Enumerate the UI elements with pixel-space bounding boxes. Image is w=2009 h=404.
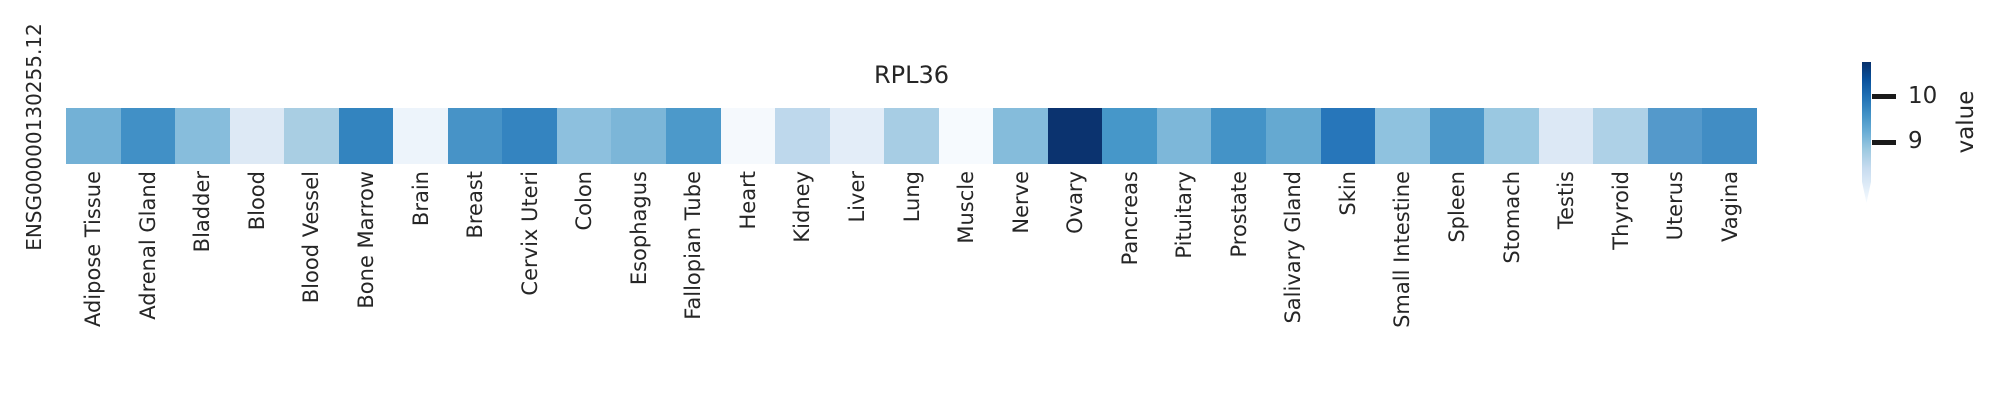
heatmap-cell-thyroid <box>1593 108 1648 164</box>
x-tick-label-text: Kidney <box>790 171 815 243</box>
x-tick-label-text: Muscle <box>954 171 979 244</box>
x-tick-label-text: Breast <box>463 171 488 239</box>
x-tick-label-text: Ovary <box>1063 171 1088 234</box>
heatmap-cell-bone-marrow <box>338 108 394 164</box>
row-label-text: ENSG00000130255.12 <box>22 23 46 251</box>
heatmap-cell-bladder <box>175 108 230 164</box>
x-tick-label-text: Bladder <box>190 171 215 253</box>
heatmap-cell-small-intestine <box>1375 108 1430 164</box>
colorbar-tick-mark-10 <box>1872 94 1896 99</box>
x-tick-label-text: Small Intestine <box>1390 171 1415 328</box>
heatmap-cell-fallopian-tube <box>666 108 721 164</box>
heatmap-cell-blood <box>229 108 285 164</box>
x-tick-label-text: Pituitary <box>1172 171 1197 259</box>
colorbar-axis-label-text: value <box>1953 90 1979 154</box>
x-tick-label-nerve: Nerve <box>1009 171 1072 234</box>
x-tick-label-text: Testis <box>1554 171 1579 230</box>
x-tick-label-text: Brain <box>408 171 433 227</box>
heatmap-cell-adrenal-gland <box>120 108 176 164</box>
x-tick-label-text: Pancreas <box>1117 171 1142 266</box>
x-tick-label-text: Thyroid <box>1608 171 1633 250</box>
heatmap-cell-brain <box>393 108 448 164</box>
x-tick-label-text: Lung <box>899 171 924 223</box>
x-tick-label-text: Adipose Tissue <box>81 171 106 328</box>
x-tick-label-text: Nerve <box>1008 171 1033 234</box>
x-tick-label-lung: Lung <box>900 171 951 222</box>
x-tick-label-text: Salivary Gland <box>1281 171 1306 324</box>
x-tick-label-text: Uterus <box>1663 171 1688 241</box>
heatmap-cell-prostate <box>1211 108 1267 164</box>
x-tick-label-text: Colon <box>572 171 597 231</box>
heatmap-cell-heart <box>720 108 776 164</box>
heatmap-cell-kidney <box>775 108 830 164</box>
x-tick-label-text: Cervix Uteri <box>517 171 542 296</box>
heatmap-cell-nerve <box>993 108 1048 164</box>
heatmap-cell-blood-vessel <box>284 108 339 164</box>
x-tick-label-text: Liver <box>844 171 869 223</box>
heatmap-cell-liver <box>829 108 885 164</box>
x-tick-label-colon: Colon <box>572 171 632 231</box>
heatmap-cell-cervix-uteri <box>502 108 557 164</box>
heatmap-cell-stomach <box>1484 108 1539 164</box>
x-tick-label-text: Stomach <box>1499 171 1524 264</box>
heatmap-cell-spleen <box>1429 108 1485 164</box>
heatmap-cell-esophagus <box>611 108 667 164</box>
x-tick-label-liver: Liver <box>845 171 897 223</box>
x-tick-label-blood: Blood <box>245 171 304 230</box>
heatmap-cell-vagina <box>1702 108 1757 164</box>
heatmap-cell-adipose-tissue <box>66 108 121 164</box>
x-tick-label-testis: Testis <box>1554 171 1612 229</box>
heatmap-cell-pancreas <box>1102 108 1157 164</box>
colorbar-tick-label-10: 10 <box>1908 83 1938 109</box>
x-tick-label-text: Spleen <box>1444 171 1469 243</box>
x-tick-label-brain: Brain <box>409 171 464 226</box>
x-tick-label-text: Bone Marrow <box>354 171 379 309</box>
x-tick-label-text: Blood Vessel <box>299 171 324 304</box>
x-tick-label-text: Esophagus <box>626 171 651 286</box>
heatmap-cell-colon <box>556 108 612 164</box>
heatmap-cell-lung <box>884 108 939 164</box>
colorbar-tick-mark-9 <box>1872 140 1896 145</box>
heatmap-cell-breast <box>447 108 503 164</box>
x-tick-label-text: Skin <box>1335 171 1360 216</box>
chart-title: RPL36 <box>873 61 950 89</box>
heatmap-cell-ovary <box>1047 108 1103 164</box>
heatmap-cell-salivary-gland <box>1266 108 1321 164</box>
heatmap-cell-skin <box>1320 108 1376 164</box>
x-tick-label-skin: Skin <box>1336 171 1381 216</box>
x-tick-label-text: Heart <box>735 171 760 230</box>
x-tick-label-vagina: Vagina <box>1718 171 1789 242</box>
heatmap-row <box>66 108 1757 164</box>
x-tick-label-text: Blood <box>244 171 269 231</box>
x-tick-label-text: Prostate <box>1226 171 1251 258</box>
colorbar-tick-label-9: 9 <box>1908 128 1923 154</box>
colorbar-gradient <box>1862 62 1871 203</box>
x-tick-label-text: Adrenal Gland <box>135 171 160 320</box>
heatmap-cell-muscle <box>938 108 994 164</box>
x-tick-label-heart: Heart <box>736 171 794 229</box>
x-tick-label-text: Fallopian Tube <box>681 171 706 320</box>
heatmap-cell-uterus <box>1647 108 1703 164</box>
x-tick-label-text: Vagina <box>1717 171 1742 242</box>
x-tick-label-ovary: Ovary <box>1063 171 1126 234</box>
heatmap-cell-pituitary <box>1156 108 1212 164</box>
heatmap-cell-testis <box>1538 108 1594 164</box>
